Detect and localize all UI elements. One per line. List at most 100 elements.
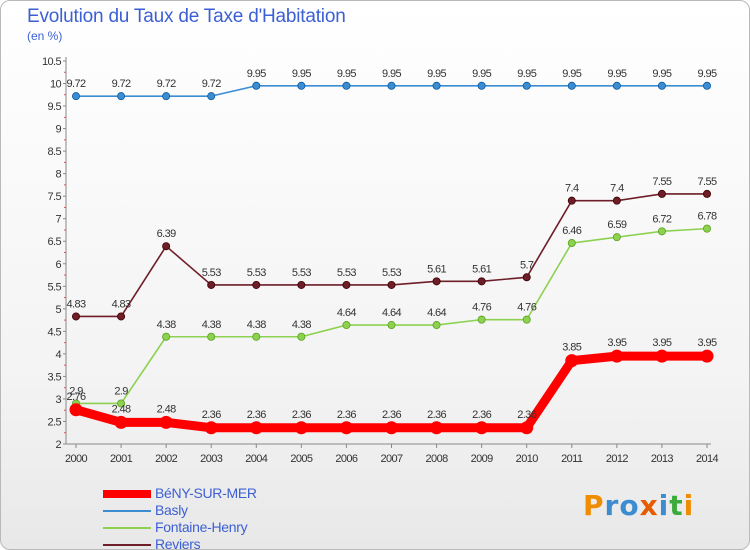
series-3-label-2: 6.39	[157, 228, 176, 240]
series-3-point-9	[477, 277, 486, 286]
series-0-label-0: 2.76	[66, 391, 85, 403]
series-3-label-11: 7.4	[565, 183, 579, 195]
series-0-point-14	[700, 349, 714, 363]
series-2-label-0: 2.9	[69, 385, 83, 397]
series-1-point-13	[657, 81, 666, 90]
series-2-point-9	[477, 315, 486, 324]
series-2-point-3	[207, 332, 216, 341]
series-2-label-7: 4.64	[382, 307, 401, 319]
series-3-point-10	[522, 273, 531, 282]
series-1-label-6: 9.95	[337, 68, 356, 80]
series-0-label-3: 2.36	[202, 409, 221, 421]
series-1-point-10	[522, 81, 531, 90]
series-1-label-1: 9.72	[112, 78, 131, 90]
x-tick-label-2: 2002	[155, 453, 178, 465]
series-1-label-0: 9.72	[66, 78, 85, 90]
y-tick-label-16: 10	[50, 79, 62, 91]
series-1-point-6	[342, 81, 351, 90]
logo-letter-5: t	[669, 489, 684, 522]
y-tick-label-3: 3.5	[48, 371, 62, 383]
legend-label-0: BéNY-SUR-MER	[155, 485, 257, 501]
series-1-label-11: 9.95	[562, 68, 581, 80]
series-1-point-4	[252, 81, 261, 90]
series-1-label-13: 9.95	[652, 68, 671, 80]
y-tick-label-13: 8.5	[48, 146, 62, 158]
logo-letter-1: r	[604, 489, 620, 522]
series-0-point-4	[249, 421, 263, 435]
x-tick-label-10: 2010	[516, 453, 539, 465]
series-1-label-2: 9.72	[157, 78, 176, 90]
series-3-point-13	[657, 189, 666, 198]
x-tick-label-4: 2004	[245, 453, 268, 465]
series-1-label-10: 9.95	[517, 68, 536, 80]
x-tick-label-0: 2000	[65, 453, 88, 465]
series-3-point-14	[703, 189, 712, 198]
series-1-label-5: 9.95	[292, 68, 311, 80]
series-3-label-4: 5.53	[247, 267, 266, 279]
series-0-label-2: 2.48	[157, 403, 176, 415]
legend-label-2: Fontaine-Henry	[155, 519, 248, 535]
x-tick-label-11: 2011	[561, 453, 583, 465]
series-2-label-6: 4.64	[337, 307, 356, 319]
series-2-label-9: 4.76	[472, 302, 491, 314]
series-0-point-8	[430, 421, 444, 435]
x-tick-label-8: 2008	[426, 453, 449, 465]
chart-title: Evolution du Taux de Taxe d'Habitation	[27, 6, 346, 27]
y-tick-label-7: 5.5	[48, 281, 62, 293]
chart-subtitle: (en %)	[27, 29, 63, 43]
y-tick-label-14: 9	[55, 124, 61, 136]
logo-letter-3: x	[639, 489, 659, 522]
series-3-point-3	[207, 280, 216, 289]
series-0-point-13	[655, 349, 669, 363]
series-3-label-3: 5.53	[202, 267, 221, 279]
series-2-label-8: 4.64	[427, 307, 446, 319]
series-3-label-8: 5.61	[427, 263, 446, 275]
series-1-point-9	[477, 81, 486, 90]
series-1-label-4: 9.95	[247, 68, 266, 80]
series-2-point-1	[117, 399, 126, 408]
series-1-point-7	[387, 81, 396, 90]
series-3-point-12	[612, 196, 621, 205]
series-2-point-6	[342, 321, 351, 330]
legend-swatch-0	[103, 490, 151, 498]
series-1-label-7: 9.95	[382, 68, 401, 80]
series-0-label-4: 2.36	[247, 409, 266, 421]
series-3-point-4	[252, 280, 261, 289]
series-0-point-5	[294, 421, 308, 435]
series-2-label-13: 6.72	[652, 213, 671, 225]
y-tick-label-6: 5	[55, 304, 61, 316]
series-0-point-9	[475, 421, 489, 435]
series-3-point-11	[567, 196, 576, 205]
y-tick-label-10: 7	[55, 214, 61, 226]
series-3-point-7	[387, 280, 396, 289]
series-1-label-8: 9.95	[427, 68, 446, 80]
series-3-label-12: 7.4	[610, 183, 624, 195]
series-0-label-6: 2.36	[337, 409, 356, 421]
series-3-point-2	[162, 242, 171, 251]
series-3-point-6	[342, 280, 351, 289]
y-tick-label-12: 8	[55, 169, 61, 181]
x-tick-label-9: 2009	[471, 453, 494, 465]
series-1-point-0	[72, 92, 81, 101]
series-2-point-10	[522, 315, 531, 324]
series-2-point-12	[612, 233, 621, 242]
series-0-label-5: 2.36	[292, 409, 311, 421]
series-0-label-9: 2.36	[472, 409, 491, 421]
x-tick-label-7: 2007	[380, 453, 403, 465]
series-0-label-13: 3.95	[652, 337, 671, 349]
series-line-3	[75, 193, 708, 318]
series-3-label-9: 5.61	[472, 263, 491, 275]
series-0-label-12: 3.95	[607, 337, 626, 349]
legend-swatch-1	[103, 510, 151, 512]
series-1-label-3: 9.72	[202, 78, 221, 90]
series-3-label-7: 5.53	[382, 267, 401, 279]
series-2-label-11: 6.46	[562, 225, 581, 237]
series-2-point-8	[432, 321, 441, 330]
series-2-label-14: 6.78	[697, 211, 716, 223]
logo-letter-0: P	[583, 489, 605, 522]
y-tick-label-8: 6	[55, 259, 61, 271]
series-2-point-2	[162, 332, 171, 341]
series-2-label-5: 4.38	[292, 319, 311, 331]
series-1-point-2	[162, 92, 171, 101]
